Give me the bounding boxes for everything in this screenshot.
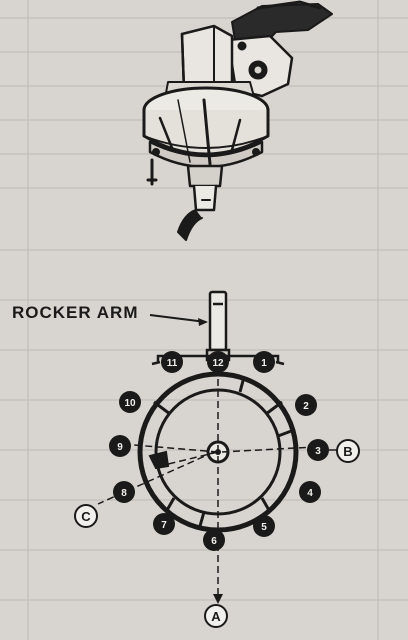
rocker-arm-label: ROCKER ARM — [12, 303, 138, 322]
position-8-label: 8 — [121, 488, 127, 499]
rocker-arm-leader — [149, 314, 207, 323]
position-2: 2 — [295, 394, 317, 416]
position-7: 7 — [153, 513, 175, 535]
callout-c-label: C — [81, 509, 91, 524]
position-11-label: 11 — [167, 358, 178, 369]
position-9: 9 — [109, 435, 131, 457]
position-markers: 12 1 11 10 2 — [109, 351, 329, 551]
position-11: 11 — [161, 351, 183, 373]
callout-c: C — [74, 504, 98, 528]
position-4: 4 — [299, 481, 321, 503]
arrow-a — [213, 594, 223, 604]
position-7-label: 7 — [161, 520, 167, 531]
position-1-label: 1 — [261, 358, 267, 369]
callout-a-label: A — [211, 609, 221, 624]
position-4-label: 4 — [307, 488, 313, 499]
position-10: 10 — [119, 391, 141, 413]
ring-spokes — [153, 376, 295, 527]
clock-position-diagram: ROCKER ARM — [12, 290, 360, 628]
inlet-fitting — [148, 450, 170, 470]
fuel-pump-illustration — [142, 0, 333, 241]
position-5-label: 5 — [261, 522, 267, 533]
position-8: 8 — [113, 481, 135, 503]
position-3-label: 3 — [315, 446, 321, 457]
position-6: 6 — [203, 529, 225, 551]
position-6-label: 6 — [211, 536, 217, 547]
position-1: 1 — [253, 351, 275, 373]
position-9-label: 9 — [117, 442, 123, 453]
rocker-arm-rod — [205, 290, 231, 362]
reference-callouts: B C A — [74, 439, 360, 628]
callout-a: A — [204, 604, 228, 628]
position-3: 3 — [307, 439, 329, 461]
callout-b-label: B — [343, 444, 352, 459]
callout-b: B — [336, 439, 360, 463]
position-12-label: 12 — [212, 358, 224, 369]
position-2-label: 2 — [303, 401, 309, 412]
position-12: 12 — [207, 351, 229, 373]
position-10-label: 10 — [124, 398, 136, 409]
position-5: 5 — [253, 515, 275, 537]
